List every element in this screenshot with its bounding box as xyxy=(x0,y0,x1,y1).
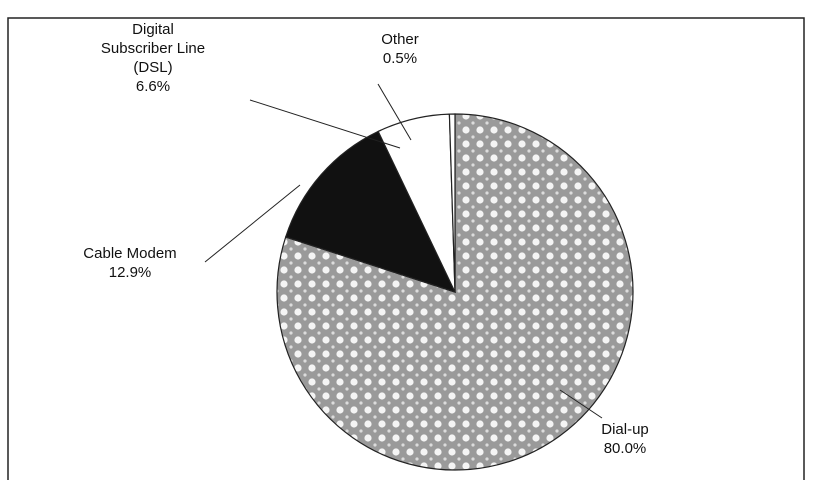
leader-line xyxy=(377,83,412,141)
pie-slice xyxy=(284,130,457,294)
value-label: 0.5% xyxy=(382,50,418,67)
slice-label: Digital Subscriber Line (DSL) 6.6% xyxy=(101,20,205,96)
value-label: 12.9% xyxy=(108,264,152,281)
pie-slice xyxy=(448,113,456,293)
category-label: Dial-up xyxy=(601,421,649,438)
value-label: 80.0% xyxy=(603,440,647,457)
category-label: Cable Modem xyxy=(83,245,177,262)
value-label: 6.6% xyxy=(135,78,171,95)
category-label: Digital Subscriber Line (DSL) xyxy=(100,21,206,76)
slice-label: Cable Modem 12.9% xyxy=(83,244,176,282)
frame xyxy=(7,17,805,480)
leader-line xyxy=(559,389,603,419)
slice-label: Other 0.5% xyxy=(381,30,419,68)
category-label: Other xyxy=(381,31,419,48)
pie-slice xyxy=(276,113,634,471)
slice-label: Dial-up 80.0% xyxy=(601,420,649,458)
leader-line xyxy=(204,184,301,263)
leader-line xyxy=(249,99,401,149)
